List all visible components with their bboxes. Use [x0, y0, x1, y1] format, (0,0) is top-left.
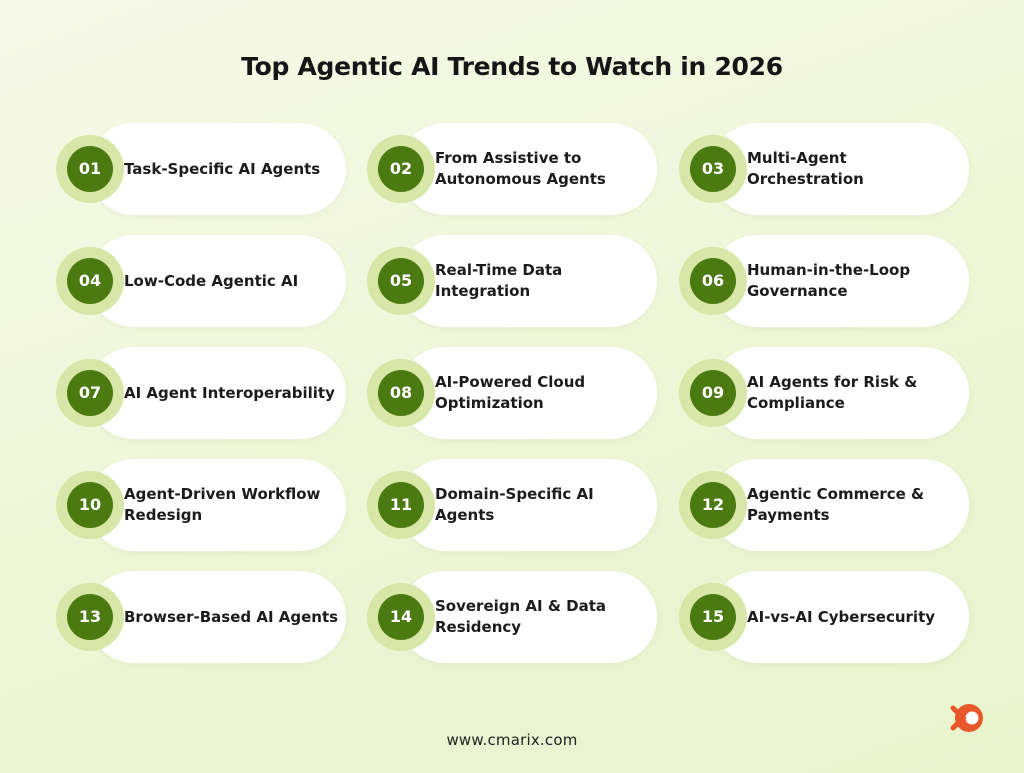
trend-label: Domain-Specific AI Agents: [435, 485, 594, 524]
page-title: Top Agentic AI Trends to Watch in 2026: [241, 52, 783, 81]
trend-pill: [399, 123, 657, 215]
trend-label: AI Agents for Risk & Compliance: [747, 373, 918, 412]
trend-label: Browser-Based AI Agents: [124, 607, 339, 626]
trend-card-13: 13 Browser-Based AI Agents: [56, 571, 346, 663]
trend-number: 13: [67, 594, 113, 640]
trend-label: Low-Code Agentic AI: [124, 271, 299, 290]
trend-number: 07: [67, 370, 113, 416]
trend-number: 09: [690, 370, 736, 416]
trend-label: Agentic Commerce & Payments: [747, 485, 925, 524]
trend-card-03: 03 Multi-Agent Orchestration: [679, 123, 969, 215]
trend-pill: [88, 123, 346, 215]
trend-card-12: 12 Agentic Commerce & Payments: [679, 459, 969, 551]
cmarix-logo-icon: [950, 704, 983, 732]
trend-pill: [88, 459, 346, 551]
trend-label: Sovereign AI & Data Residency: [435, 597, 606, 636]
trend-label: Real-Time Data Integration: [435, 261, 563, 300]
trend-card-09: 09 AI Agents for Risk & Compliance: [679, 347, 969, 439]
trend-label: Multi-Agent Orchestration: [747, 149, 864, 188]
trend-pill: [711, 571, 969, 663]
trend-pill: [88, 347, 346, 439]
trend-card-01: 01 Task-Specific AI Agents: [56, 123, 346, 215]
trend-number: 06: [690, 258, 736, 304]
trend-number: 10: [67, 482, 113, 528]
trend-card-08: 08 AI-Powered Cloud Optimization: [367, 347, 657, 439]
trend-card-14: 14 Sovereign AI & Data Residency: [367, 571, 657, 663]
trend-number: 11: [378, 482, 424, 528]
trend-pill: [399, 459, 657, 551]
trend-number: 12: [690, 482, 736, 528]
trend-number: 15: [690, 594, 736, 640]
trend-pill: [88, 571, 346, 663]
trend-card-02: 02 From Assistive to Autonomous Agents: [367, 123, 657, 215]
trend-card-15: 15 AI-vs-AI Cybersecurity: [679, 571, 969, 663]
trend-number: 01: [67, 146, 113, 192]
trend-pill: [711, 347, 969, 439]
trend-card-06: 06 Human-in-the-Loop Governance: [679, 235, 969, 327]
trend-label: AI-vs-AI Cybersecurity: [747, 607, 936, 626]
trend-card-10: 10 Agent-Driven Workflow Redesign: [56, 459, 346, 551]
trend-pill: [88, 235, 346, 327]
trend-card-07: 07 AI Agent Interoperability: [56, 347, 346, 439]
trend-card-05: 05 Real-Time Data Integration: [367, 235, 657, 327]
trend-number: 02: [378, 146, 424, 192]
trend-label: Task-Specific AI Agents: [124, 159, 321, 178]
trend-label: From Assistive to Autonomous Agents: [435, 149, 606, 188]
trend-number: 05: [378, 258, 424, 304]
trend-number: 08: [378, 370, 424, 416]
trend-label: AI Agent Interoperability: [124, 383, 335, 402]
trend-card-04: 04 Low-Code Agentic AI: [56, 235, 346, 327]
trend-pill: [399, 571, 657, 663]
trend-number: 14: [378, 594, 424, 640]
trend-pill: [711, 123, 969, 215]
trend-pill: [711, 459, 969, 551]
trend-card-11: 11 Domain-Specific AI Agents: [367, 459, 657, 551]
website-url: www.cmarix.com: [446, 731, 578, 749]
trend-label: Human-in-the-Loop Governance: [747, 261, 911, 300]
trend-number: 04: [67, 258, 113, 304]
trend-number: 03: [690, 146, 736, 192]
trend-pill: [711, 235, 969, 327]
trend-label: Agent-Driven Workflow Redesign: [124, 485, 321, 524]
trend-pill: [399, 235, 657, 327]
trend-label: AI-Powered Cloud Optimization: [435, 373, 586, 412]
trend-pill: [399, 347, 657, 439]
